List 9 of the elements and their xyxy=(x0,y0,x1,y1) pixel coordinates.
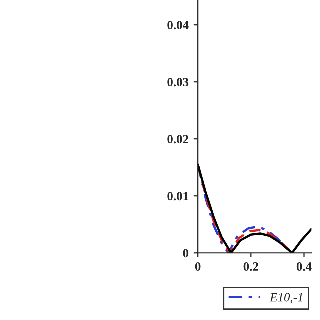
y-tick-label: 0 xyxy=(183,249,189,258)
x-tick-label: 0.2 xyxy=(244,262,258,271)
y-tick-label: 0.03 xyxy=(168,78,189,87)
x-tick-label: 0.4 xyxy=(296,262,312,271)
y-tick-label: 0.04 xyxy=(168,21,189,30)
legend-label: E10,-1 xyxy=(270,293,302,304)
x-tick-label: 0 xyxy=(195,262,201,271)
y-tick-label: 0.01 xyxy=(168,192,188,201)
y-tick-label: 0.02 xyxy=(168,135,189,144)
